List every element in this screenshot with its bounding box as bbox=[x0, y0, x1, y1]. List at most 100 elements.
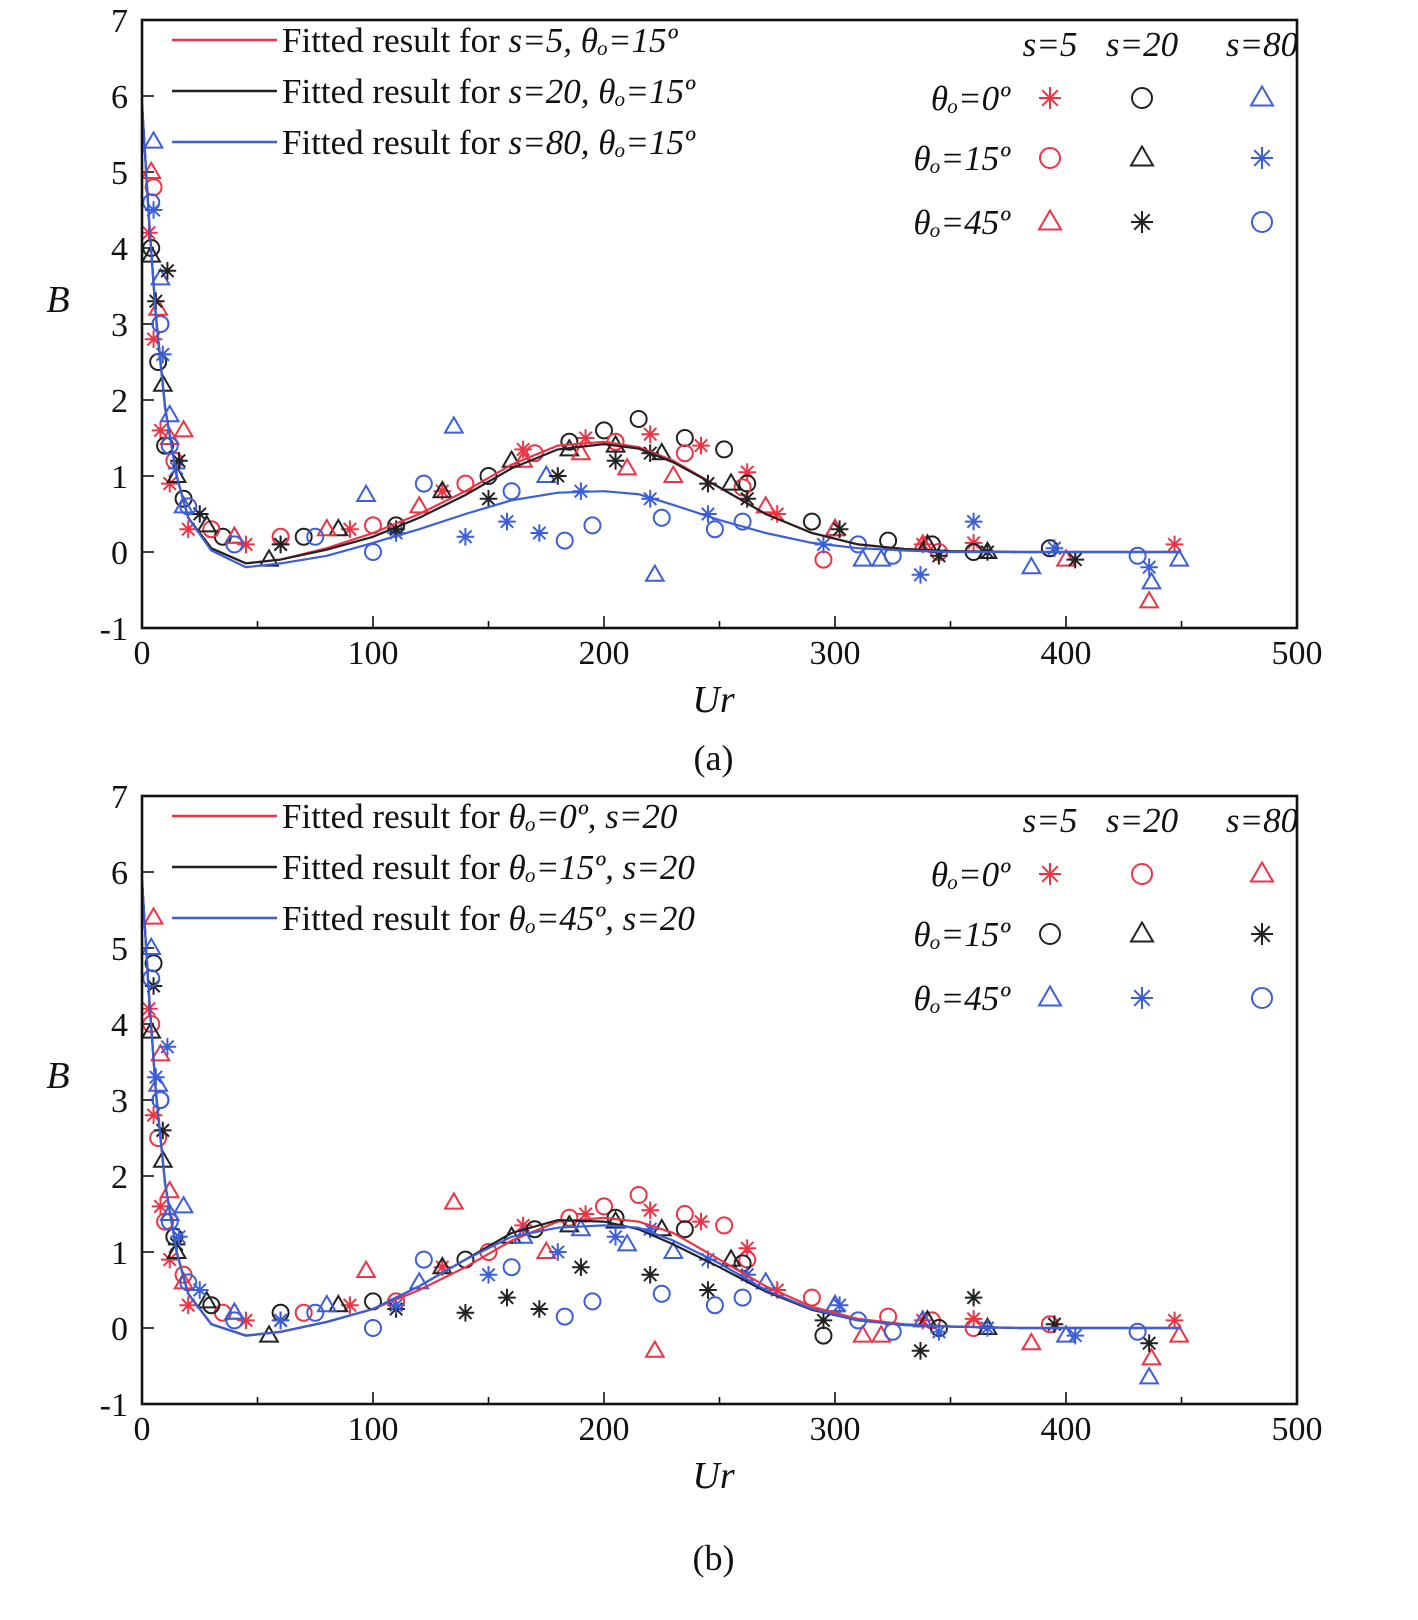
marker-legend-symbol bbox=[1129, 144, 1155, 167]
data-point bbox=[870, 1324, 892, 1343]
y-tick-label: 3 bbox=[111, 1083, 128, 1120]
marker-legend-symbol bbox=[1131, 87, 1153, 109]
y-tick-label: 6 bbox=[111, 855, 128, 892]
legend-line-label: Fitted result for s=80, θₒ=15º bbox=[282, 123, 696, 162]
legend-label-prefix: Fitted result for bbox=[282, 21, 509, 60]
fitted-line bbox=[142, 879, 1182, 1337]
data-point bbox=[641, 1220, 659, 1238]
data-point bbox=[644, 1339, 666, 1358]
scatter-series bbox=[144, 977, 1158, 1360]
data-point bbox=[1140, 571, 1163, 590]
data-point bbox=[852, 548, 874, 567]
data-point bbox=[143, 130, 165, 149]
data-point bbox=[595, 1197, 613, 1216]
data-point bbox=[1140, 558, 1158, 576]
data-point bbox=[355, 483, 377, 502]
data-point bbox=[662, 1240, 684, 1259]
data-point bbox=[1020, 556, 1042, 575]
data-point bbox=[1165, 535, 1184, 554]
data-point bbox=[1168, 1324, 1190, 1343]
data-point bbox=[675, 444, 694, 463]
data-point bbox=[768, 505, 787, 523]
legend-label-main: s=5, θₒ=15º bbox=[509, 21, 679, 60]
legend-label-main: s=80, θₒ=15º bbox=[509, 123, 697, 162]
x-tick-label: 0 bbox=[134, 1411, 151, 1448]
data-point bbox=[167, 1235, 186, 1254]
data-point bbox=[190, 1281, 209, 1299]
marker-legend-symbol bbox=[1131, 863, 1153, 885]
data-point bbox=[606, 1228, 625, 1246]
data-point bbox=[1055, 548, 1077, 567]
data-point bbox=[433, 1258, 452, 1276]
marker-legend-symbol bbox=[1039, 863, 1061, 885]
data-point bbox=[870, 548, 892, 567]
data-point bbox=[502, 1258, 521, 1277]
data-point bbox=[498, 1288, 516, 1307]
data-point bbox=[237, 1311, 255, 1330]
x-tick-label: 500 bbox=[1272, 1411, 1323, 1448]
scatter-series bbox=[142, 239, 1059, 561]
data-point bbox=[720, 472, 742, 491]
data-point bbox=[1066, 1326, 1085, 1345]
y-tick-label: 7 bbox=[111, 779, 128, 816]
scatter-series bbox=[142, 244, 998, 567]
legend-line-label: Fitted result for θₒ=0º, s=20 bbox=[282, 797, 678, 836]
data-point bbox=[733, 1288, 752, 1307]
marker-legend-symbol bbox=[1039, 87, 1061, 109]
data-point bbox=[223, 525, 245, 544]
legend: Fitted result for θₒ=0º, s=20 Fitted resu… bbox=[172, 797, 1299, 1018]
data-point bbox=[692, 1212, 710, 1231]
data-point bbox=[570, 442, 592, 461]
data-point bbox=[715, 440, 734, 459]
marker-legend-symbol bbox=[1131, 211, 1153, 233]
legend-label-prefix: Fitted result for bbox=[282, 899, 509, 938]
data-point bbox=[327, 518, 349, 537]
data-point bbox=[151, 315, 170, 333]
marker-legend-symbol bbox=[1249, 84, 1275, 107]
x-tick-label: 100 bbox=[348, 1411, 399, 1448]
x-tick-label: 500 bbox=[1272, 635, 1323, 672]
scatter-series bbox=[144, 201, 1158, 584]
data-point bbox=[883, 1322, 902, 1341]
data-point bbox=[1045, 1315, 1064, 1333]
data-point bbox=[479, 490, 498, 508]
legend-label-prefix: Fitted result for bbox=[282, 123, 509, 162]
marker-legend-column-header: s=5 bbox=[1023, 801, 1078, 840]
data-point bbox=[530, 524, 549, 542]
data-point bbox=[1128, 1322, 1147, 1341]
y-tick-label: 0 bbox=[111, 1311, 128, 1348]
data-point bbox=[1138, 1366, 1160, 1385]
data-point bbox=[652, 1284, 671, 1303]
data-point bbox=[316, 1294, 338, 1313]
scatter-series bbox=[147, 262, 1085, 569]
y-tick-label: 4 bbox=[111, 231, 128, 268]
data-point bbox=[705, 520, 724, 539]
data-point bbox=[151, 1091, 170, 1109]
data-point bbox=[159, 1180, 181, 1199]
data-point bbox=[151, 421, 170, 440]
scatter-series bbox=[144, 954, 948, 1345]
marker-legend-symbol bbox=[1249, 860, 1275, 883]
x-tick-label: 200 bbox=[579, 635, 630, 672]
plot-area bbox=[142, 879, 1190, 1385]
data-point bbox=[408, 1271, 430, 1290]
marker-legend-symbol bbox=[1251, 923, 1273, 945]
legend-label-prefix: Fitted result for bbox=[282, 72, 509, 111]
data-point bbox=[202, 520, 221, 539]
data-point bbox=[271, 1311, 290, 1330]
data-point bbox=[1045, 539, 1064, 557]
data-point bbox=[144, 1106, 163, 1124]
data-point bbox=[170, 452, 188, 470]
data-point bbox=[159, 404, 181, 423]
data-point bbox=[196, 514, 218, 533]
panel-label: (a) bbox=[694, 738, 734, 778]
data-point bbox=[1138, 590, 1160, 609]
data-point bbox=[675, 429, 694, 447]
data-point bbox=[814, 550, 833, 569]
marker-legend-symbol bbox=[1251, 987, 1273, 1009]
data-point bbox=[629, 410, 648, 428]
x-axis-label: Ur bbox=[692, 1455, 734, 1497]
